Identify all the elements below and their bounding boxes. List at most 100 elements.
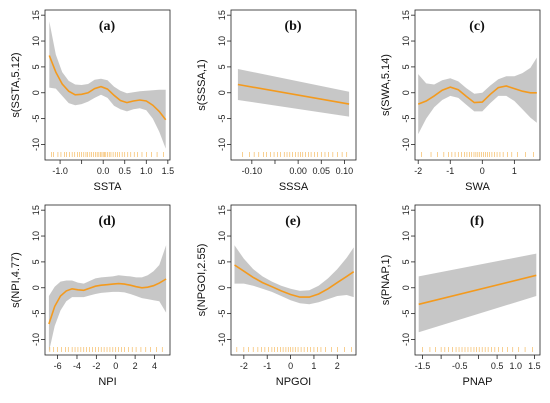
y-tick-label: 15: [401, 10, 411, 20]
x-axis-label: SSSA: [279, 181, 309, 193]
x-tick-label: -1.5: [415, 361, 431, 371]
y-tick-label: 5: [401, 64, 411, 69]
x-tick-label: 2: [335, 361, 340, 371]
x-tick-label: 0.5: [491, 361, 504, 371]
x-tick-label: 1.5: [528, 361, 541, 371]
x-axis-label: PNAP: [463, 376, 493, 388]
y-tick-label: 0: [31, 285, 41, 290]
smooth-fit-line: [48, 278, 167, 325]
y-axis-label: s(NPI,4.77): [10, 252, 22, 308]
confidence-band: [234, 245, 354, 305]
x-tick-label: -2: [92, 361, 100, 371]
y-tick-label: 10: [217, 36, 227, 46]
rug-marks: [421, 152, 534, 157]
x-tick-label: 0.5: [118, 166, 131, 176]
y-tick-label: 5: [31, 64, 41, 69]
rug-marks: [422, 347, 533, 352]
panel-tag: (b): [284, 19, 301, 34]
x-tick-label: 2: [133, 361, 138, 371]
y-tick-label: -10: [401, 138, 411, 151]
y-tick-label: 10: [217, 231, 227, 241]
y-tick-label: 5: [217, 64, 227, 69]
plot-frame: [44, 204, 171, 356]
y-tick-label: 0: [217, 90, 227, 95]
y-axis-label: s(SWA,5.14): [380, 54, 392, 116]
x-tick-label: -0.10: [242, 166, 263, 176]
rug-marks: [51, 152, 164, 157]
rug-marks: [236, 347, 352, 352]
x-tick-label: -1.0: [52, 166, 68, 176]
y-tick-label: 0: [31, 90, 41, 95]
x-tick-label: 0: [113, 361, 118, 371]
y-tick-label: 10: [31, 231, 41, 241]
confidence-band: [418, 253, 537, 333]
y-tick-label: -5: [31, 115, 41, 123]
plot-frame: [414, 9, 541, 161]
plot-frame: [414, 204, 541, 356]
rug-marks: [49, 347, 163, 352]
smooth-fit-line: [237, 83, 350, 105]
y-tick-label: 0: [401, 285, 411, 290]
smooth-fit-line: [418, 274, 537, 306]
y-tick-label: -5: [217, 115, 227, 123]
panel-tag: (d): [98, 214, 115, 229]
x-tick-label: 1.0: [509, 361, 522, 371]
confidence-band: [48, 245, 167, 352]
confidence-band: [49, 21, 166, 149]
x-tick-label: -2: [240, 361, 248, 371]
x-tick-label: 0.05: [313, 166, 331, 176]
panel-tag: (f): [470, 214, 484, 229]
panel-b: -0.10 0.00 0.05 0.10 -10 -5 0 5 10 15 (b) SSSA s(SSS…: [196, 9, 357, 193]
y-tick-label: -10: [401, 333, 411, 346]
x-tick-label: 0.10: [336, 166, 354, 176]
panel-f: -1.5 -0.5 0.5 1.0 1.5 -10 -5 0 5 10 15 (f) PNAP s(PNA…: [380, 204, 541, 388]
panel-tag: (a): [99, 19, 116, 34]
x-tick-label: 4: [152, 361, 157, 371]
x-tick-label: 0: [480, 166, 485, 176]
x-axis-label: SWA: [465, 181, 490, 193]
confidence-band: [418, 57, 537, 135]
y-tick-label: 0: [401, 90, 411, 95]
y-axis-label: s(SSTA,5.12): [10, 52, 22, 117]
y-tick-label: 0: [217, 285, 227, 290]
x-tick-label: 1: [311, 361, 316, 371]
y-tick-label: -5: [217, 310, 227, 318]
y-tick-label: -10: [217, 138, 227, 151]
x-tick-label: 0.00: [289, 166, 307, 176]
x-axis-label: SSTA: [94, 181, 123, 193]
y-tick-label: -10: [31, 138, 41, 151]
y-tick-label: 10: [31, 36, 41, 46]
x-tick-label: 1.0: [140, 166, 153, 176]
y-tick-label: 10: [401, 231, 411, 241]
plot-frame: [230, 204, 357, 356]
y-axis-label: s(PNAP,1): [380, 255, 392, 306]
rug-marks: [242, 152, 348, 157]
y-axis-label: s(SSSA,1): [196, 59, 208, 110]
x-tick-label: -1: [446, 166, 454, 176]
plot-frame: [44, 9, 171, 161]
x-axis-label: NPI: [98, 376, 116, 388]
y-tick-label: -5: [401, 310, 411, 318]
x-tick-label: 0: [288, 361, 293, 371]
plot-frame: [230, 9, 357, 161]
y-tick-label: 5: [217, 259, 227, 264]
y-tick-label: -5: [31, 310, 41, 318]
y-tick-label: 5: [31, 259, 41, 264]
y-tick-label: 15: [217, 205, 227, 215]
y-tick-label: -10: [31, 333, 41, 346]
y-tick-label: -5: [401, 115, 411, 123]
y-tick-label: 15: [217, 10, 227, 20]
x-tick-label: 1.5: [162, 166, 175, 176]
smooth-fit-line: [234, 264, 355, 298]
x-tick-label: -1: [263, 361, 271, 371]
x-tick-label: -4: [73, 361, 81, 371]
x-tick-label: -6: [54, 361, 62, 371]
y-tick-label: 15: [401, 205, 411, 215]
x-tick-label: 0.0: [97, 166, 110, 176]
smooth-fit-line: [417, 85, 537, 105]
x-axis-label: NPGOI: [276, 376, 311, 388]
x-tick-label: -0.5: [452, 361, 468, 371]
x-tick-label: -2: [414, 166, 422, 176]
y-tick-label: 15: [31, 205, 41, 215]
